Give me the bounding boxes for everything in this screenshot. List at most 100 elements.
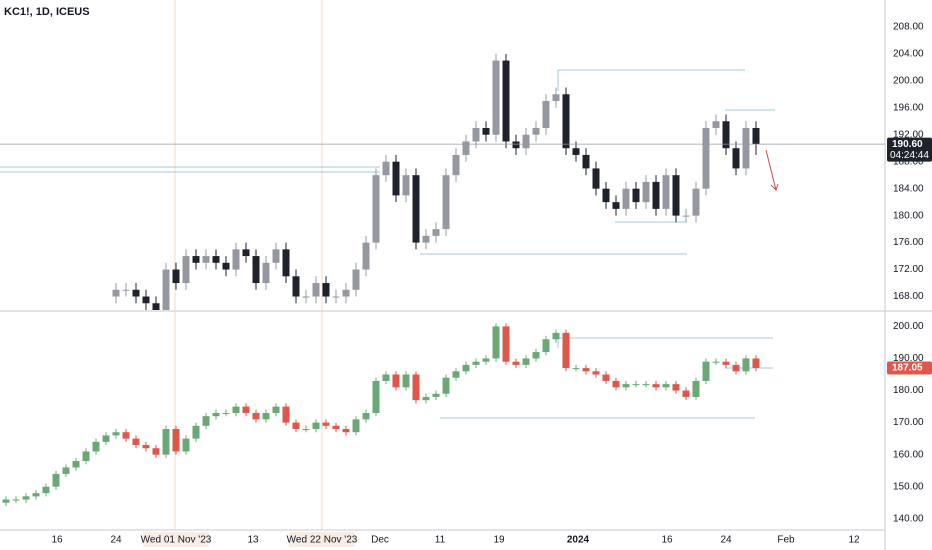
candle-body xyxy=(482,127,490,135)
candle-body xyxy=(402,175,410,196)
candle-body xyxy=(192,425,200,439)
candle-body xyxy=(352,419,360,433)
candles xyxy=(2,323,760,506)
drawings xyxy=(0,0,779,530)
candle-body xyxy=(532,352,540,359)
candle-body xyxy=(162,429,170,455)
price-badge xyxy=(887,137,932,162)
candle-body xyxy=(382,374,390,381)
y-tick-label: 188.00 xyxy=(893,156,924,167)
y-tick-label: 184.00 xyxy=(893,183,924,194)
candle-body xyxy=(162,269,170,310)
candle-body xyxy=(712,121,720,128)
candle-body xyxy=(262,262,270,284)
candle-body xyxy=(372,380,380,413)
y-tick-label: 170.00 xyxy=(893,417,924,428)
candle-body xyxy=(532,127,540,135)
x-tick-label: 16 xyxy=(661,535,673,546)
level-line xyxy=(557,337,773,348)
x-tick-label: 13 xyxy=(247,535,259,546)
candle-body xyxy=(92,441,100,452)
candle-body xyxy=(682,390,690,397)
candle-body xyxy=(572,368,580,370)
candle-body xyxy=(12,499,20,501)
candle-body xyxy=(462,364,470,372)
candle-body xyxy=(522,134,530,149)
candle-body xyxy=(612,380,620,388)
candle-body xyxy=(402,374,410,388)
candle-body xyxy=(562,94,570,149)
x-tick-label: Wed 01 Nov '23 xyxy=(141,535,212,546)
candle-body xyxy=(512,361,520,365)
candle-body xyxy=(292,276,300,297)
candle-body xyxy=(342,429,350,433)
candle-body xyxy=(492,60,500,135)
y-tick-label: 172.00 xyxy=(893,264,924,275)
y-tick-label: 192.00 xyxy=(893,129,924,140)
candle-body xyxy=(212,412,220,417)
candle-body xyxy=(52,473,60,487)
candle-body xyxy=(512,141,520,149)
candle-body xyxy=(722,121,730,149)
candle-body xyxy=(22,496,30,500)
candle-body xyxy=(222,412,230,414)
candle-body xyxy=(282,406,290,423)
candle-body xyxy=(382,161,390,176)
candle-body xyxy=(282,249,290,277)
candle-body xyxy=(582,368,590,372)
candle-body xyxy=(672,384,680,391)
candle-body xyxy=(42,486,50,494)
candle-body xyxy=(412,374,420,401)
candle-body xyxy=(502,326,510,362)
candle-body xyxy=(142,445,150,449)
candle-body xyxy=(392,374,400,388)
candle-body xyxy=(652,181,660,209)
y-tick-label: 150.00 xyxy=(893,481,924,492)
candle-body xyxy=(252,412,260,420)
candle-body xyxy=(642,384,650,386)
candle-body xyxy=(702,127,710,189)
countdown-label: 04:24:44 xyxy=(890,150,929,161)
candle-body xyxy=(62,467,70,474)
candle-body xyxy=(472,127,480,142)
candle-body xyxy=(242,406,250,413)
candle-body xyxy=(132,289,140,297)
x-tick-label: 12 xyxy=(848,535,860,546)
candle-body xyxy=(182,438,190,452)
candle-body xyxy=(322,422,330,426)
crosshair-date-box xyxy=(289,532,355,547)
candle-body xyxy=(452,371,460,378)
candle-body xyxy=(312,422,320,430)
candle-body xyxy=(682,215,690,217)
candle-body xyxy=(392,161,400,196)
candle-body xyxy=(342,289,350,297)
candle-body xyxy=(732,364,740,372)
candle-body xyxy=(602,374,610,381)
candle-body xyxy=(302,296,310,298)
candle-body xyxy=(112,432,120,436)
candle-body xyxy=(322,283,330,297)
candle-body xyxy=(722,361,730,365)
candle-body xyxy=(262,412,270,420)
candle-body xyxy=(302,429,310,431)
candle-body xyxy=(552,94,560,102)
x-tick-label: 16 xyxy=(51,535,63,546)
candle-body xyxy=(622,384,630,388)
candle-body xyxy=(442,377,450,394)
candle-body xyxy=(572,148,580,155)
candle-body xyxy=(552,332,560,340)
candle-body xyxy=(312,283,320,297)
candle-body xyxy=(332,425,340,430)
candle-body xyxy=(112,289,120,297)
candle-body xyxy=(422,235,430,243)
candle-body xyxy=(492,326,500,359)
y-tick-label: 176.00 xyxy=(893,237,924,248)
crosshair-date-box xyxy=(143,532,209,547)
candle-body xyxy=(232,406,240,413)
candle-body xyxy=(102,435,110,442)
y-tick-label: 208.00 xyxy=(893,21,924,32)
candle-body xyxy=(432,229,440,236)
candle-body xyxy=(692,380,700,397)
candle-body xyxy=(272,406,280,413)
x-tick-label: 2024 xyxy=(567,535,590,546)
